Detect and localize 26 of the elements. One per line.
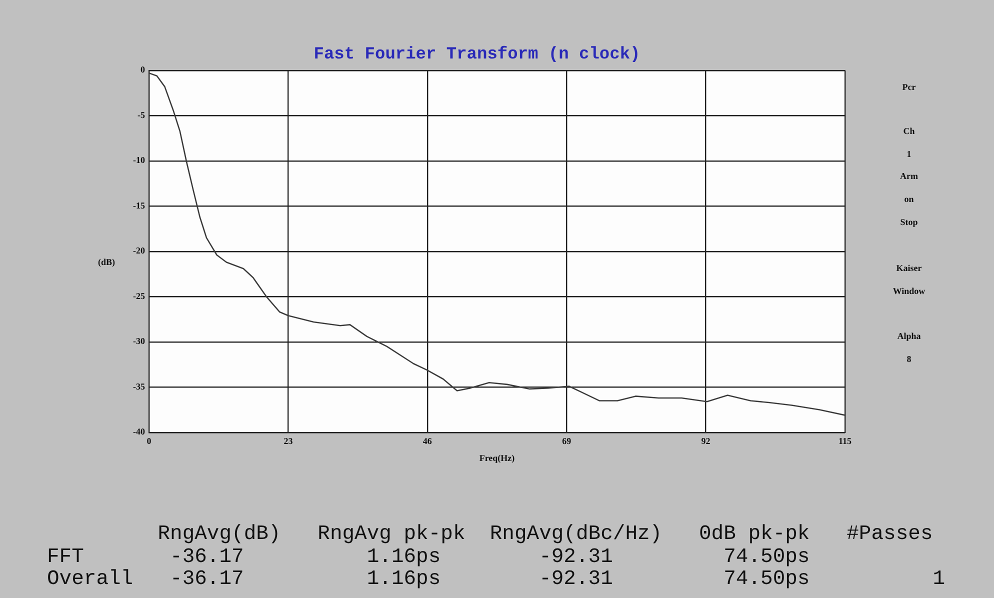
text: Overall -36.17 1.16ps -92.31 74.50ps 1 bbox=[47, 568, 946, 591]
text: Pcr bbox=[901, 81, 917, 94]
text: FFT -36.17 1.16ps -92.31 74.50ps bbox=[47, 546, 810, 568]
text: Arm on Stop bbox=[900, 171, 918, 227]
x-tick-label: 92 bbox=[701, 436, 711, 446]
x-tick-label: 115 bbox=[838, 436, 852, 446]
y-tick-label: -25 bbox=[133, 290, 146, 301]
text: Ch 1 bbox=[903, 126, 915, 159]
y-tick-label: -15 bbox=[133, 200, 146, 210]
y-axis-title: (dB) bbox=[98, 257, 116, 267]
text: Alpha 8 bbox=[897, 331, 921, 364]
y-tick-label: -5 bbox=[138, 110, 146, 120]
text: RngAvg(dB) RngAvg pk-pk RngAvg(dBc/Hz) 0dB pk-pk #Passes bbox=[156, 523, 933, 546]
y-tick-label: -40 bbox=[133, 426, 146, 437]
y-tick-label: 0 bbox=[140, 64, 146, 75]
x-tick-label: 69 bbox=[562, 436, 572, 446]
x-axis-title: Freq(Hz) bbox=[479, 452, 515, 463]
x-tick-label: 23 bbox=[284, 436, 294, 446]
y-tick-label: -30 bbox=[133, 336, 146, 346]
x-tick-label: 0 bbox=[146, 436, 152, 446]
text: Kaiser Window bbox=[892, 263, 926, 296]
chart-title: Fast Fourier Transform (n clock) bbox=[314, 45, 640, 64]
x-tick-label: 46 bbox=[422, 436, 432, 446]
y-tick-label: -20 bbox=[133, 246, 146, 256]
y-tick-label: -35 bbox=[133, 381, 146, 392]
y-tick-label: -10 bbox=[133, 155, 146, 166]
